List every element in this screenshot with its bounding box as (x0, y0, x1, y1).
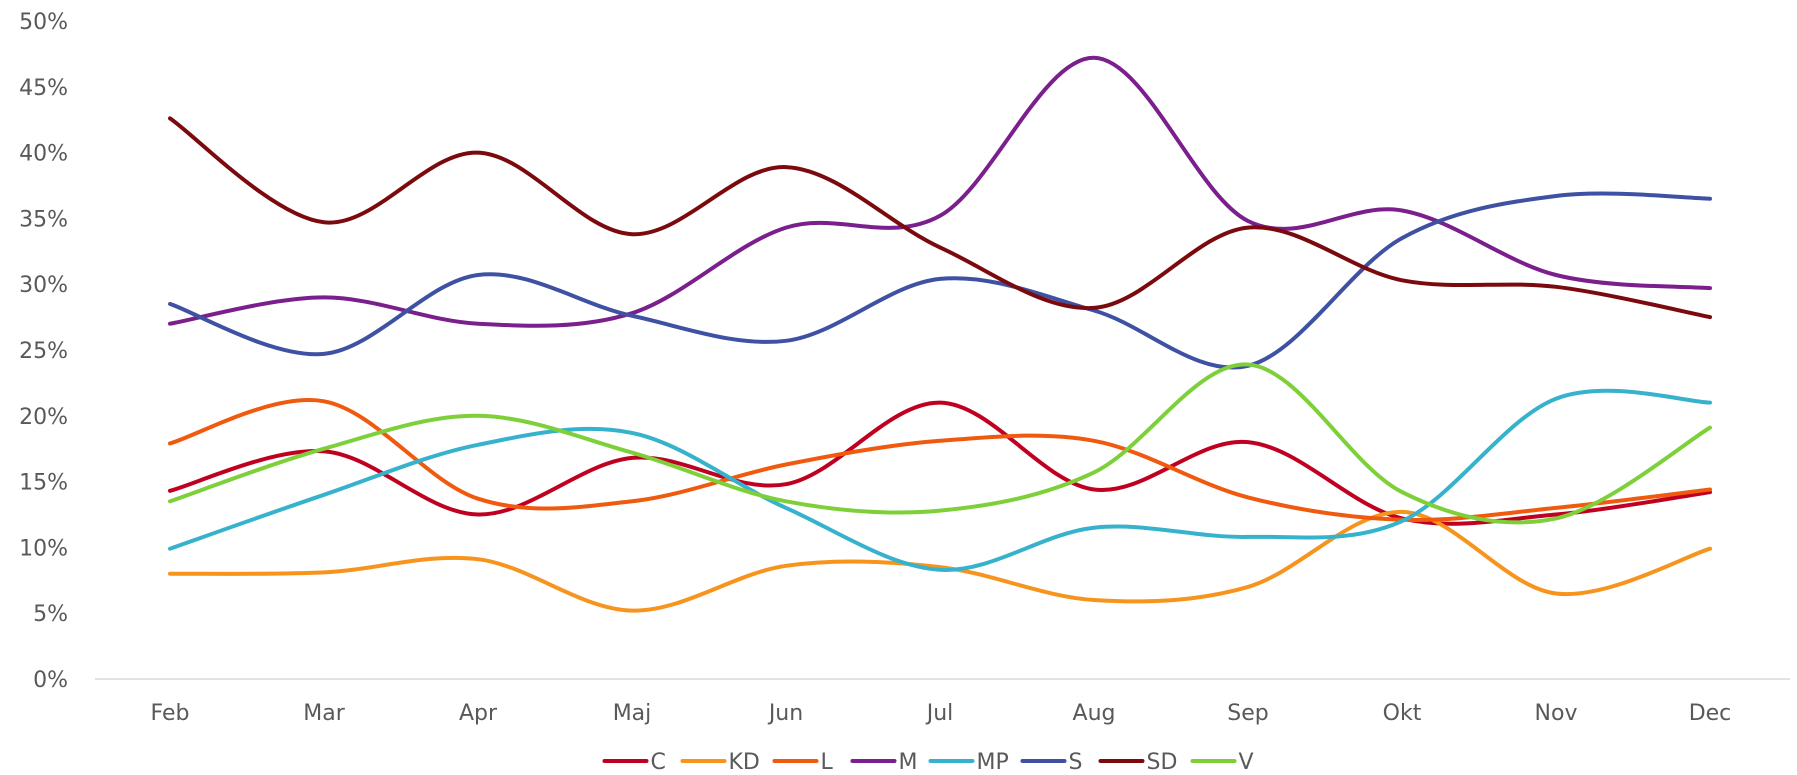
series-line-c (168, 400, 1712, 526)
legend-label-kd: KD (729, 750, 760, 775)
legend-label-s: S (1069, 750, 1083, 775)
y-tick-label: 35% (19, 207, 68, 232)
legend-label-c: C (651, 750, 666, 775)
x-tick-label: Jun (767, 701, 803, 726)
series-line-kd (168, 509, 1712, 613)
legend: C KD L M MP S SD V (602, 750, 1254, 775)
x-axis: Feb Mar Apr Maj Jun Jul Aug Sep Okt Nov Dec (151, 701, 1732, 726)
y-tick-label: 30% (19, 273, 68, 298)
x-tick-label: Okt (1383, 701, 1422, 726)
x-tick-label: Apr (459, 701, 498, 726)
x-tick-label: Mar (303, 701, 345, 726)
y-tick-label: 50% (19, 10, 68, 35)
x-tick-label: Nov (1535, 701, 1578, 726)
y-tick-label: 20% (19, 405, 68, 430)
series-line-mp (168, 388, 1712, 572)
x-tick-label: Feb (151, 701, 190, 726)
series-lines (168, 55, 1712, 613)
y-tick-label: 25% (19, 339, 68, 364)
y-tick-label: 5% (33, 602, 68, 627)
x-tick-label: Sep (1227, 701, 1268, 726)
legend-label-v: V (1239, 750, 1254, 775)
legend-label-l: L (821, 750, 834, 775)
x-tick-label: Maj (613, 701, 652, 726)
y-axis: 0% 5% 10% 15% 20% 25% 30% 35% 40% 45% 50% (19, 10, 68, 693)
y-tick-label: 40% (19, 142, 68, 167)
legend-label-mp: MP (977, 750, 1009, 775)
y-tick-label: 0% (33, 668, 68, 693)
series-line-l (168, 398, 1712, 523)
series-line-v (168, 362, 1712, 525)
legend-label-m: M (899, 750, 918, 775)
legend-label-sd: SD (1147, 750, 1178, 775)
y-tick-label: 45% (19, 76, 68, 101)
y-tick-label: 15% (19, 471, 68, 496)
series-line-s (168, 191, 1712, 370)
series-line-sd (168, 116, 1712, 320)
x-tick-label: Aug (1073, 701, 1116, 726)
x-tick-label: Jul (925, 701, 954, 726)
x-tick-label: Dec (1689, 701, 1732, 726)
y-tick-label: 10% (19, 536, 68, 561)
